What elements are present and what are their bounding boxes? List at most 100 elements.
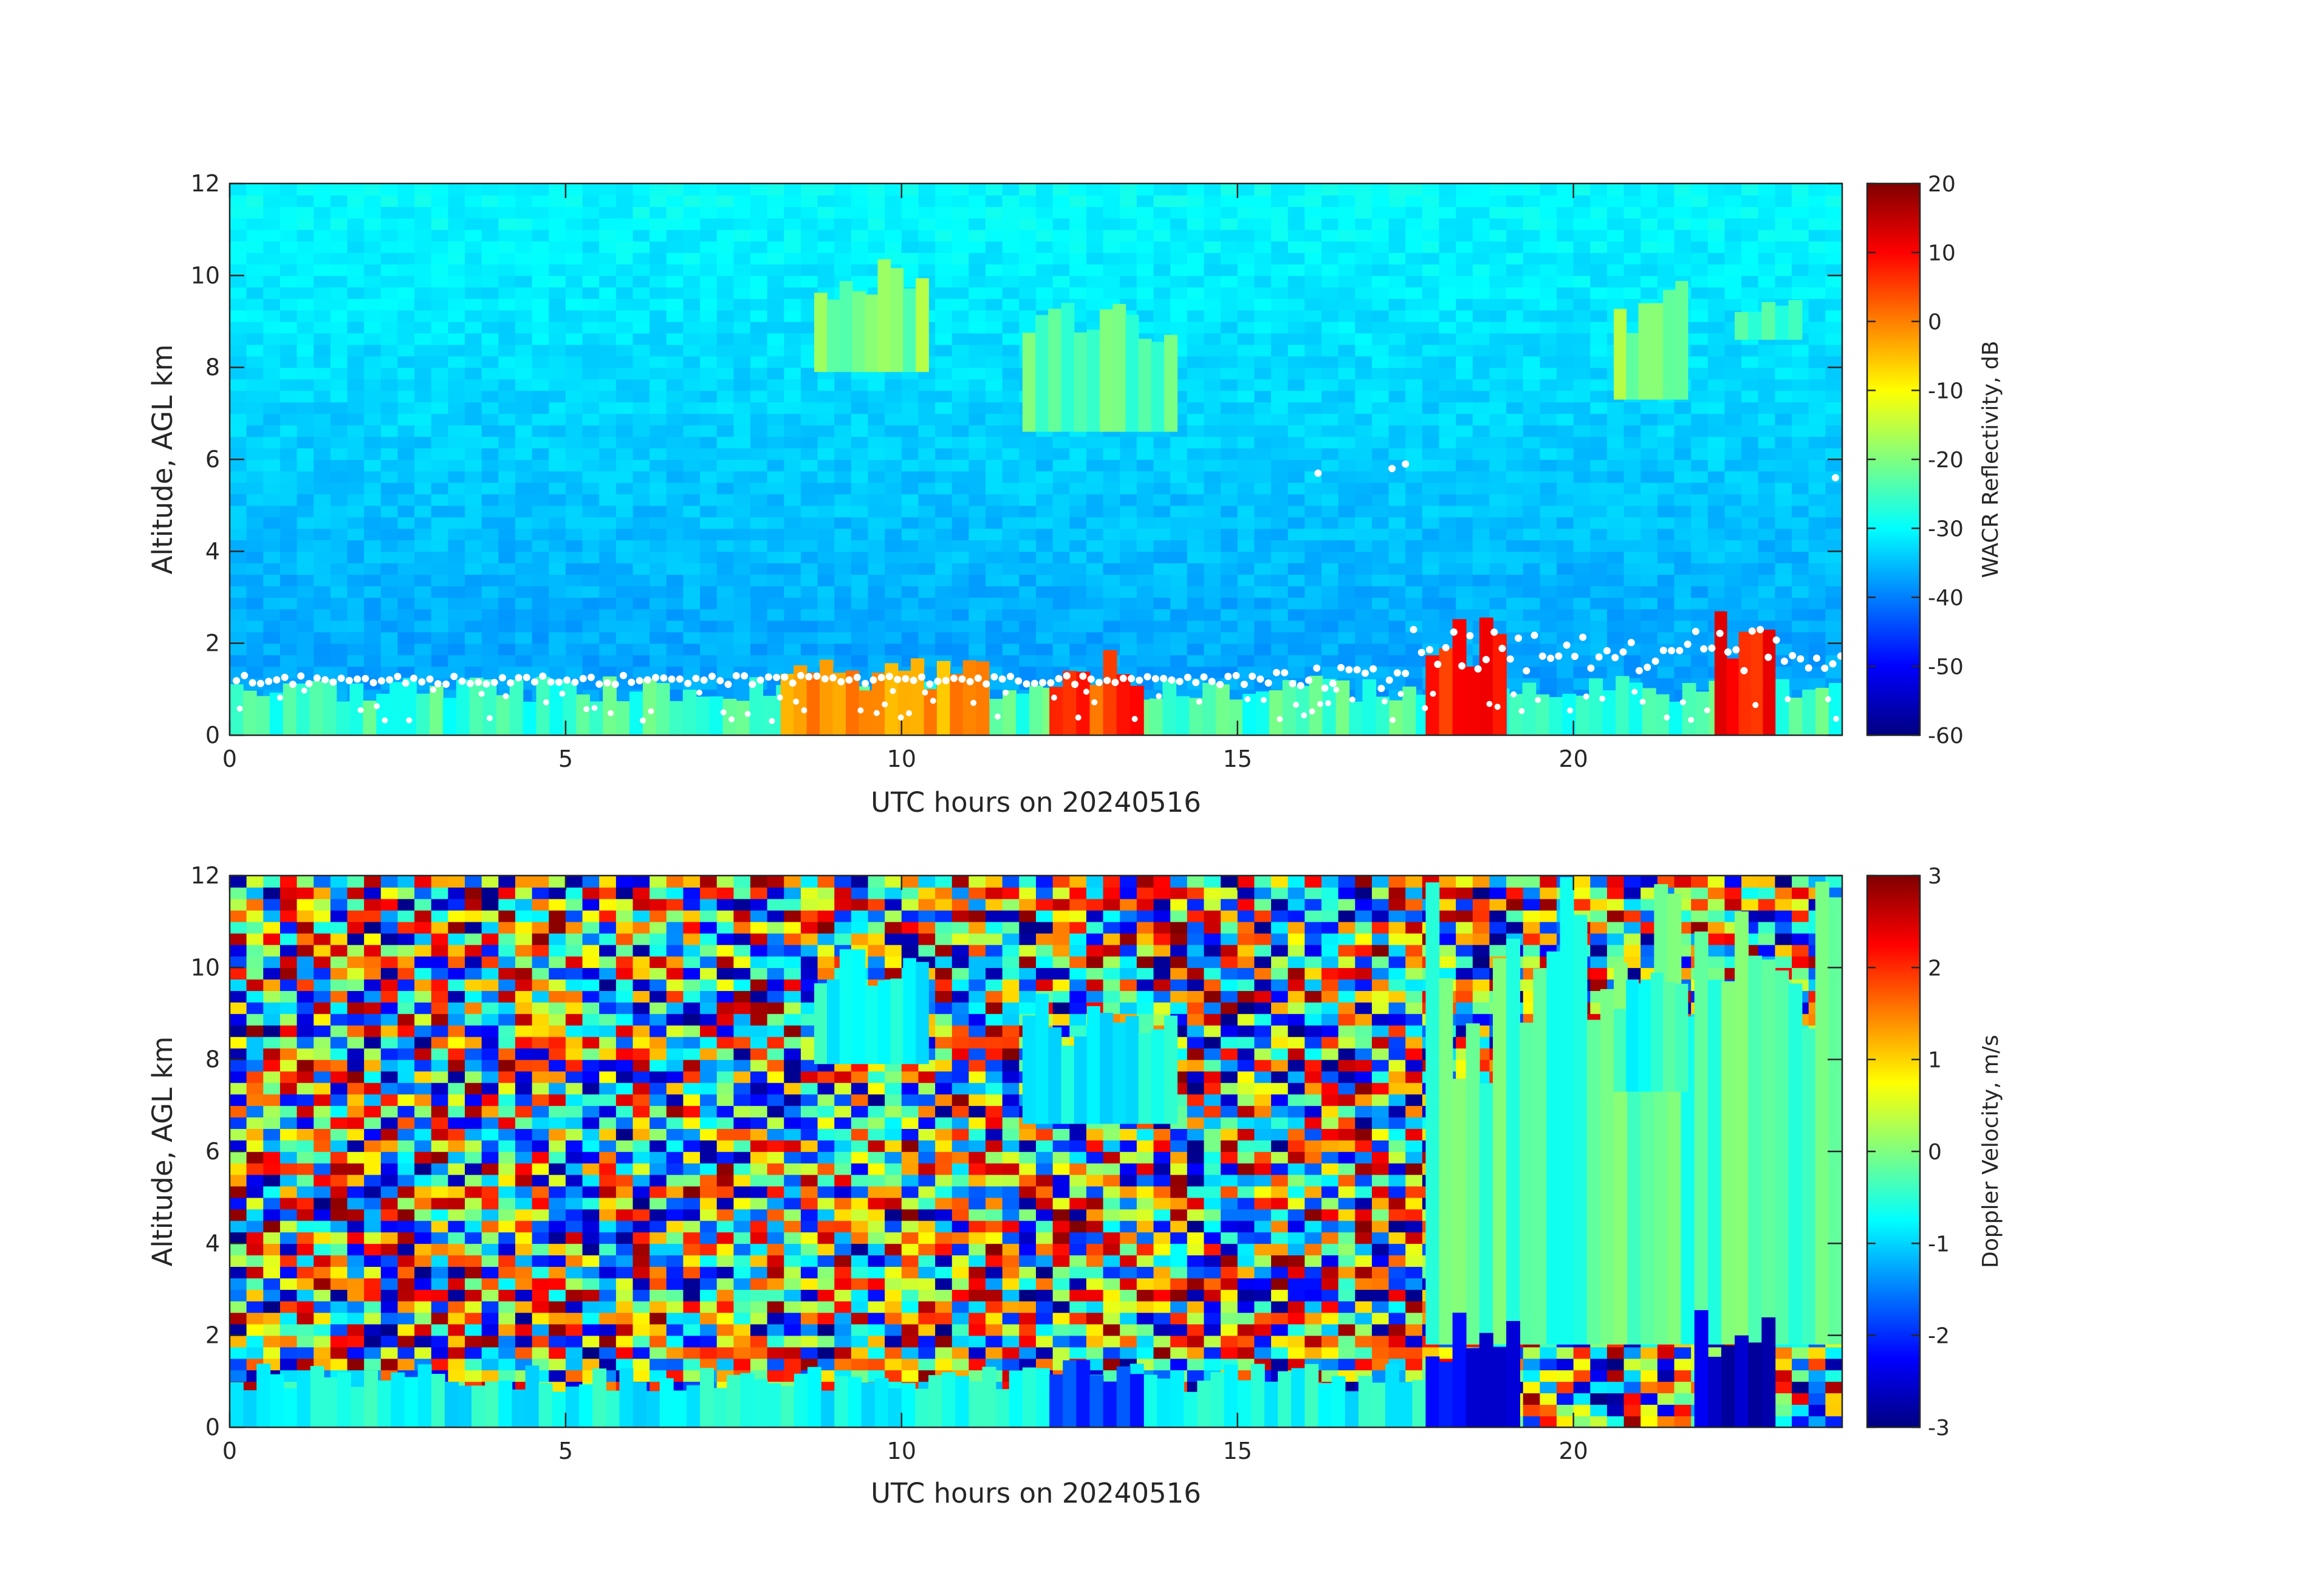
heatmap-cell xyxy=(1338,620,1356,633)
heatmap-cell xyxy=(515,528,533,541)
heatmap-cell xyxy=(1237,229,1255,242)
heatmap-region xyxy=(1035,315,1049,432)
heatmap-cell xyxy=(230,448,247,460)
heatmap-cell xyxy=(1472,390,1490,403)
heatmap-cell xyxy=(1304,436,1322,448)
heatmap-cell xyxy=(296,402,315,414)
heatmap-cell xyxy=(733,194,751,207)
heatmap-cell xyxy=(1590,355,1608,368)
heatmap-cell xyxy=(1540,677,1557,690)
heatmap-cell xyxy=(296,643,315,656)
heatmap-cell xyxy=(448,206,465,219)
heatmap-cell xyxy=(1741,194,1759,207)
heatmap-cell xyxy=(851,493,869,506)
heatmap-cell xyxy=(397,310,415,322)
heatmap-cell xyxy=(650,413,667,426)
heatmap-cell xyxy=(918,528,936,541)
heatmap-cell xyxy=(1304,425,1322,437)
heatmap-region xyxy=(616,701,630,735)
heatmap-cell xyxy=(1489,608,1507,621)
heatmap-cell xyxy=(1489,390,1507,403)
heatmap-cell xyxy=(330,379,348,391)
heatmap-cell xyxy=(263,275,281,288)
heatmap-cell xyxy=(767,540,785,552)
heatmap-cell xyxy=(1640,241,1658,253)
heatmap-cell xyxy=(1506,470,1524,483)
heatmap-cell xyxy=(279,620,298,633)
heatmap-cell xyxy=(1136,631,1154,644)
heatmap-cell xyxy=(1355,540,1373,552)
heatmap-cell xyxy=(1204,206,1221,219)
heatmap-cell xyxy=(1405,505,1423,518)
heatmap-cell xyxy=(230,620,247,633)
heatmap-cell xyxy=(1002,206,1020,219)
heatmap-cell xyxy=(1086,540,1104,552)
heatmap-cell xyxy=(1472,482,1490,495)
heatmap-cell xyxy=(1724,413,1742,426)
heatmap-cell xyxy=(296,287,315,299)
heatmap-cell xyxy=(1019,241,1037,253)
heatmap-cell xyxy=(951,425,970,437)
heatmap-cell xyxy=(1170,436,1188,448)
heatmap-cell xyxy=(1422,206,1440,219)
heatmap-cell xyxy=(615,540,634,552)
heatmap-cell xyxy=(565,310,583,322)
heatmap-cell xyxy=(700,390,718,403)
heatmap-cell xyxy=(1775,390,1792,403)
heatmap-cell xyxy=(1523,597,1541,609)
heatmap-cell xyxy=(314,310,331,322)
heatmap-cell xyxy=(1321,332,1339,345)
heatmap-cell xyxy=(1136,229,1154,242)
heatmap-cell xyxy=(1825,505,1843,518)
heatmap-cell xyxy=(1388,275,1407,288)
heatmap-cell xyxy=(767,597,785,609)
heatmap-cell xyxy=(1019,482,1037,495)
heatmap-cell xyxy=(1271,425,1289,437)
heatmap-cell xyxy=(1506,402,1524,414)
heatmap-cell xyxy=(750,459,768,472)
heatmap-cell xyxy=(1792,597,1809,609)
heatmap-region xyxy=(1269,690,1283,735)
heatmap-cell xyxy=(800,379,818,391)
heatmap-cell xyxy=(1187,448,1205,460)
heatmap-cell xyxy=(465,264,482,276)
heatmap-region xyxy=(603,676,617,735)
heatmap-cell xyxy=(750,379,768,391)
heatmap-cell xyxy=(1640,194,1658,207)
heatmap-region xyxy=(1492,634,1507,735)
heatmap-cell xyxy=(347,597,365,609)
heatmap-cell xyxy=(1523,355,1541,368)
heatmap-cell xyxy=(918,586,936,598)
heatmap-cell xyxy=(1606,586,1625,598)
heatmap-cell xyxy=(582,459,600,472)
heatmap-cell xyxy=(549,241,566,253)
heatmap-cell xyxy=(330,287,348,299)
heatmap-region xyxy=(1089,685,1104,735)
heatmap-cell xyxy=(1120,275,1137,288)
heatmap-cell xyxy=(364,402,382,414)
heatmap-cell xyxy=(1069,218,1087,230)
heatmap-cell xyxy=(935,505,953,518)
heatmap-cell xyxy=(1775,551,1792,564)
heatmap-cell xyxy=(1623,459,1642,472)
heatmap-cell xyxy=(448,505,465,518)
heatmap-cell xyxy=(296,470,315,483)
heatmap-cell xyxy=(1472,436,1490,448)
heatmap-cell xyxy=(230,551,247,564)
heatmap-cell xyxy=(1456,551,1473,564)
heatmap-cell xyxy=(481,379,499,391)
heatmap-cell xyxy=(263,540,281,552)
heatmap-cell xyxy=(1472,310,1490,322)
heatmap-cell xyxy=(1758,551,1776,564)
heatmap-cell xyxy=(532,436,550,448)
heatmap-cell xyxy=(448,379,465,391)
heatmap-cell xyxy=(1355,344,1373,357)
heatmap-cell xyxy=(1153,264,1171,276)
heatmap-cell xyxy=(1724,344,1742,357)
heatmap-cell xyxy=(750,287,768,299)
heatmap-cell xyxy=(1187,218,1205,230)
heatmap-cell xyxy=(1187,563,1205,575)
heatmap-cell xyxy=(380,298,399,310)
cloud-base-point xyxy=(1289,680,1297,688)
heatmap-cell xyxy=(1405,321,1423,334)
